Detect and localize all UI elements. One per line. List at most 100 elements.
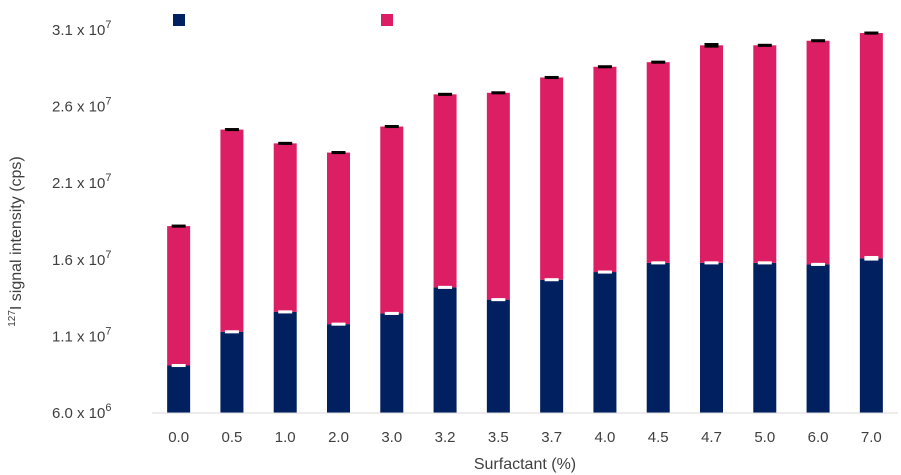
bar-segment-3.2-s1	[433, 287, 457, 413]
error-bar-2.0-s2	[331, 151, 346, 155]
bar-segment-0.0-s2	[167, 226, 191, 366]
bar-segment-4.7-s2	[700, 45, 723, 263]
y-axis-title-isotope: 127	[7, 310, 18, 327]
x-tick-label-2.0: 2.0	[328, 429, 349, 446]
x-tick-label-3.2: 3.2	[435, 429, 456, 446]
error-bar-4.5-s2	[651, 60, 666, 64]
bar-segment-0.0-s1	[167, 365, 191, 413]
legend-marker-s1	[173, 14, 185, 26]
bar-segment-5.0-s2	[753, 45, 777, 263]
error-bar-3.0-s2	[384, 124, 399, 129]
bar-segment-2.0-s2	[327, 152, 350, 325]
x-tick-labels: 0.0 0.5 1.0 2.0 3.0 3.2 3.5 3.7 4.0 4.5 4.7 5.0 6.0 7…	[168, 429, 882, 446]
error-bar-3.5-s1	[491, 298, 506, 302]
bar-segment-4.7-s1	[700, 262, 723, 413]
error-bar-4.0-s1	[597, 270, 612, 274]
y-tick-exponent: 6	[105, 402, 111, 414]
bar-segment-6.0-s2	[806, 40, 830, 265]
bar-segment-4.0-s2	[593, 66, 617, 273]
bar-segment-3.7-s2	[540, 77, 564, 280]
y-tick-exponent: 7	[105, 19, 111, 31]
y-tick-mantissa: 1.6 x 10	[52, 252, 105, 269]
error-bar-5.0-s2	[757, 43, 772, 47]
x-tick-label-6.0: 6.0	[808, 429, 829, 446]
bar-segment-3.0-s1	[380, 313, 404, 413]
bar-segment-5.0-s1	[753, 262, 777, 413]
y-tick-label: 2.6 x 107	[52, 96, 112, 116]
error-bar-3.5-s2	[491, 91, 506, 95]
bar-segment-0.5-s2	[220, 129, 244, 332]
y-tick-mantissa: 6.0 x 10	[52, 405, 105, 422]
y-tick-exponent: 7	[105, 325, 111, 337]
bar-segment-7.0-s2	[859, 33, 883, 259]
error-bar-4.7-s1	[704, 261, 719, 265]
bar-segment-3.5-s2	[486, 92, 510, 300]
legend-marker-s2	[381, 14, 393, 26]
x-tick-label-4.7: 4.7	[701, 429, 722, 446]
y-tick-label: 1.1 x 107	[52, 325, 112, 345]
error-bar-0.0-s1	[171, 363, 186, 368]
bar-segment-2.0-s1	[327, 324, 350, 413]
x-tick-label-1.0: 1.0	[275, 429, 296, 446]
error-bar-1.0-s2	[278, 141, 293, 145]
error-bar-0.0-s2	[171, 224, 186, 228]
y-tick-label: 1.6 x 107	[52, 249, 112, 269]
bar-segment-6.0-s1	[806, 264, 830, 413]
error-bar-7.0-s1	[864, 255, 879, 261]
y-axis-title: 127I signal intensity (cps)	[7, 156, 25, 327]
error-bar-6.0-s2	[811, 39, 826, 43]
x-tick-label-7.0: 7.0	[861, 429, 882, 446]
x-tick-label-0.0: 0.0	[168, 429, 189, 446]
y-tick-exponent: 7	[105, 96, 111, 108]
x-tick-label-3.7: 3.7	[541, 429, 562, 446]
x-tick-label-0.5: 0.5	[221, 429, 242, 446]
y-tick-label: 6.0 x 106	[52, 402, 112, 422]
x-tick-label-3.5: 3.5	[488, 429, 509, 446]
bar-segment-3.2-s2	[433, 94, 457, 288]
y-tick-mantissa: 2.6 x 10	[52, 99, 105, 116]
x-tick-label-4.0: 4.0	[594, 429, 615, 446]
error-bar-0.5-s1	[224, 330, 239, 334]
x-axis-title: Surfactant (%)	[474, 456, 576, 473]
y-tick-exponent: 7	[105, 172, 111, 184]
bar-segment-3.7-s1	[540, 279, 564, 413]
error-bar-4.5-s1	[651, 261, 666, 265]
y-tick-mantissa: 3.1 x 10	[52, 22, 105, 39]
error-bar-1.0-s1	[278, 310, 293, 314]
bar-segment-1.0-s1	[273, 311, 297, 413]
error-bars-layer	[171, 31, 879, 368]
y-tick-exponent: 7	[105, 249, 111, 261]
error-bar-7.0-s2	[864, 31, 879, 35]
x-tick-label-5.0: 5.0	[754, 429, 775, 446]
x-tick-label-4.5: 4.5	[648, 429, 669, 446]
bars-layer	[167, 33, 883, 413]
bar-segment-3.5-s1	[486, 299, 510, 413]
legend	[173, 14, 393, 26]
error-bar-6.0-s1	[811, 262, 826, 266]
bar-segment-1.0-s2	[273, 143, 297, 312]
bar-segment-3.0-s2	[380, 126, 404, 314]
bar-segment-0.5-s1	[220, 331, 244, 413]
error-bar-3.2-s2	[438, 92, 453, 96]
bar-segment-7.0-s1	[859, 258, 883, 413]
error-bar-4.0-s2	[597, 65, 612, 69]
error-bar-2.0-s1	[331, 322, 346, 326]
y-tick-mantissa: 2.1 x 10	[52, 175, 105, 192]
bar-segment-4.0-s1	[593, 272, 617, 413]
error-bar-3.0-s1	[384, 311, 399, 315]
y-tick-mantissa: 1.1 x 10	[52, 328, 105, 345]
error-bar-4.7-s2	[704, 43, 719, 48]
error-bar-5.0-s1	[757, 261, 772, 265]
y-tick-label: 3.1 x 107	[52, 19, 112, 39]
y-axis-title-text: I signal intensity (cps)	[8, 156, 25, 310]
y-tick-label: 2.1 x 107	[52, 172, 112, 192]
error-bar-0.5-s2	[224, 128, 239, 132]
error-bar-3.7-s2	[544, 75, 559, 80]
bar-segment-4.5-s2	[646, 62, 670, 263]
error-bar-3.7-s1	[544, 278, 559, 282]
x-tick-label-3.0: 3.0	[381, 429, 402, 446]
error-bar-3.2-s1	[438, 285, 453, 289]
bar-segment-4.5-s1	[646, 262, 670, 413]
